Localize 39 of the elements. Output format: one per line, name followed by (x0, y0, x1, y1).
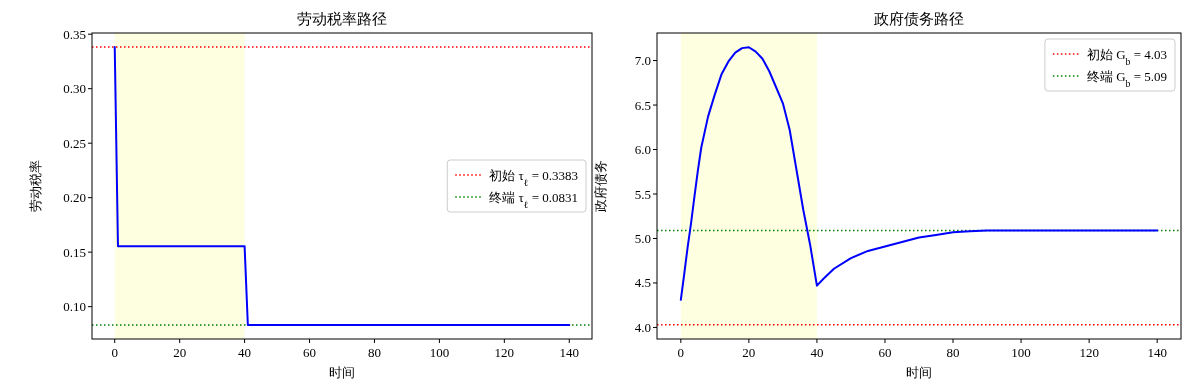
legend-label: 初始 G$_{b}$ = 4.03 (1086, 46, 1167, 66)
x-tick-label: 100 (429, 345, 450, 360)
x-axis-title: 时间 (906, 365, 932, 380)
y-tick-label: 7.0 (634, 53, 651, 69)
y-tick-label: 6.5 (634, 97, 651, 113)
x-tick-label: 140 (559, 345, 580, 360)
x-axis-title: 时间 (329, 365, 355, 380)
x-tick-label: 120 (494, 345, 515, 360)
y-axis-title: 政府债务 (593, 160, 608, 212)
x-tick-label: 80 (367, 345, 381, 360)
x-tick-label: 60 (303, 345, 317, 360)
x-tick-label: 140 (1147, 345, 1167, 360)
y-tick-label: 6.0 (634, 142, 651, 158)
chart-title: 政府债务路径 (874, 11, 964, 27)
y-tick-label: 4.0 (634, 319, 651, 335)
x-tick-label: 20 (742, 345, 756, 360)
y-tick-label: 0.10 (63, 299, 86, 315)
y-tick-label: 0.30 (63, 81, 86, 97)
x-tick-label: 40 (810, 345, 824, 360)
y-tick-label: 4.5 (634, 275, 651, 291)
legend-label: 终端 τ$_{ℓ}$ = 0.0831 (489, 189, 578, 209)
y-tick-label: 5.5 (634, 186, 651, 202)
x-tick-label: 0 (111, 345, 118, 360)
y-tick-label: 0.25 (63, 135, 86, 151)
y-tick-label: 5.0 (634, 230, 651, 246)
y-tick-label: 0.35 (63, 26, 86, 42)
x-tick-label: 40 (238, 345, 252, 360)
x-tick-label: 80 (946, 345, 960, 360)
x-tick-label: 100 (1011, 345, 1031, 360)
x-tick-label: 120 (1079, 345, 1099, 360)
x-tick-label: 20 (173, 345, 187, 360)
x-tick-label: 0 (677, 345, 685, 360)
y-tick-label: 0.20 (63, 190, 86, 206)
chart-title: 劳动税率路径 (297, 11, 387, 27)
y-tick-label: 0.15 (63, 244, 86, 260)
y-axis-title: 劳动税率 (28, 160, 43, 212)
x-tick-label: 60 (878, 345, 892, 360)
legend-label: 初始 τ$_{ℓ}$ = 0.3383 (489, 167, 578, 187)
legend-label: 终端 G$_{b}$ = 5.09 (1086, 68, 1167, 88)
